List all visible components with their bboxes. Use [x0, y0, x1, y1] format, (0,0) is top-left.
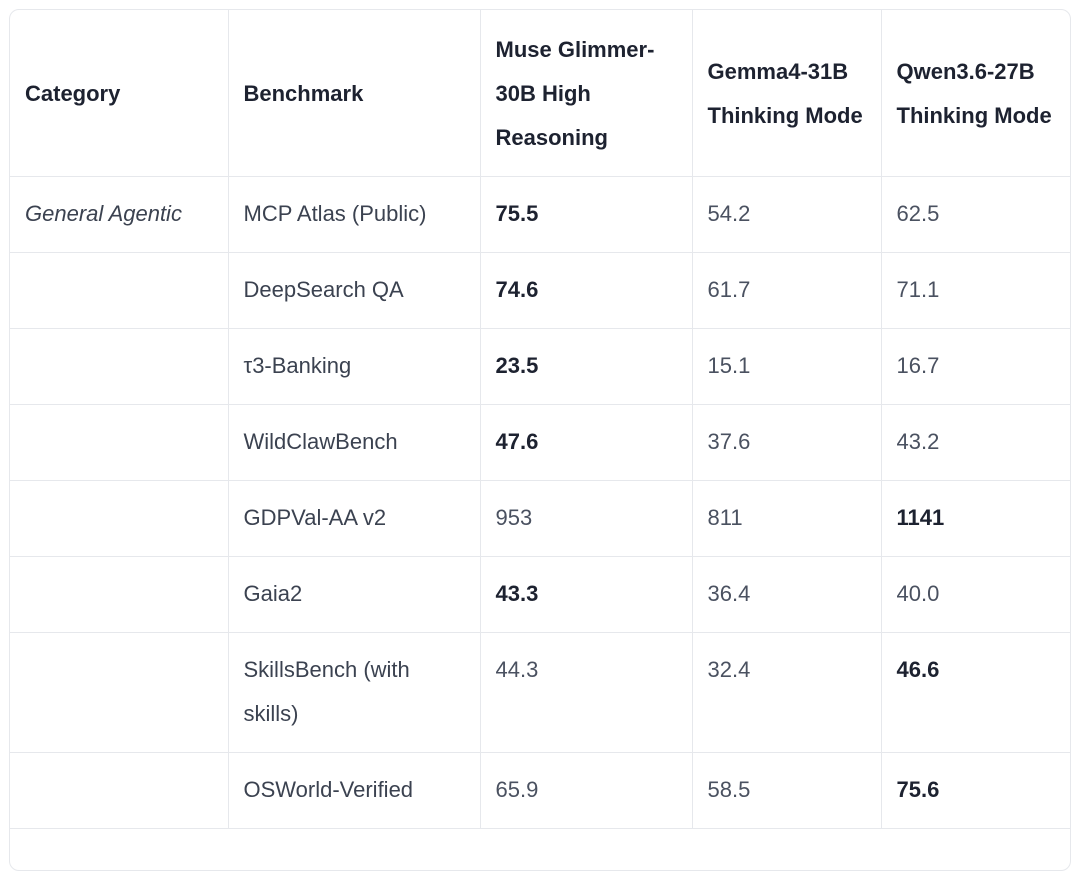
muse-score-cell: 74.6	[480, 252, 693, 329]
gemma-score-cell: 58.5	[692, 752, 882, 829]
category-cell	[10, 752, 229, 829]
muse-score-cell: 47.6	[480, 404, 693, 481]
qwen-score-cell: 46.6	[881, 632, 1070, 753]
header-qwen: Qwen3.6-27B Thinking Mode	[881, 10, 1070, 177]
table-row: SkillsBench (with skills) 44.3 32.4 46.6	[10, 632, 1070, 753]
muse-score-cell: 44.3	[480, 632, 693, 753]
gemma-score-cell: 37.6	[692, 404, 882, 481]
qwen-score-cell: 1141	[881, 480, 1070, 557]
table-row: GDPVal-AA v2 953 811 1141	[10, 480, 1070, 557]
header-category: Category	[10, 10, 229, 177]
header-benchmark: Benchmark	[228, 10, 481, 177]
gemma-score-cell: 15.1	[692, 328, 882, 405]
table-row: OSWorld-Verified 65.9 58.5 75.6	[10, 752, 1070, 829]
muse-score-cell: 65.9	[480, 752, 693, 829]
gemma-score-cell: 54.2	[692, 176, 882, 253]
benchmark-table: Category Benchmark Muse Glimmer-30B High…	[10, 10, 1070, 829]
benchmark-cell: WildClawBench	[228, 404, 481, 481]
benchmark-table-container: Category Benchmark Muse Glimmer-30B High…	[9, 9, 1071, 871]
qwen-score-cell: 75.6	[881, 752, 1070, 829]
table-row: WildClawBench 47.6 37.6 43.2	[10, 404, 1070, 481]
benchmark-cell: GDPVal-AA v2	[228, 480, 481, 557]
gemma-score-cell: 36.4	[692, 556, 882, 633]
qwen-score-cell: 71.1	[881, 252, 1070, 329]
header-gemma: Gemma4-31B Thinking Mode	[692, 10, 882, 177]
qwen-score-cell: 40.0	[881, 556, 1070, 633]
category-cell	[10, 480, 229, 557]
qwen-score-cell: 62.5	[881, 176, 1070, 253]
gemma-score-cell: 811	[692, 480, 882, 557]
muse-score-cell: 75.5	[480, 176, 693, 253]
gemma-score-cell: 61.7	[692, 252, 882, 329]
benchmark-cell: Gaia2	[228, 556, 481, 633]
table-header-row: Category Benchmark Muse Glimmer-30B High…	[10, 10, 1070, 177]
table-row: DeepSearch QA 74.6 61.7 71.1	[10, 252, 1070, 329]
qwen-score-cell: 16.7	[881, 328, 1070, 405]
muse-score-cell: 43.3	[480, 556, 693, 633]
benchmark-cell: OSWorld-Verified	[228, 752, 481, 829]
category-cell	[10, 632, 229, 753]
category-cell: General Agentic	[10, 176, 229, 253]
header-muse-glimmer: Muse Glimmer-30B High Reasoning	[480, 10, 693, 177]
benchmark-cell: SkillsBench (with skills)	[228, 632, 481, 753]
muse-score-cell: 23.5	[480, 328, 693, 405]
category-cell	[10, 556, 229, 633]
table-row: Gaia2 43.3 36.4 40.0	[10, 556, 1070, 633]
muse-score-cell: 953	[480, 480, 693, 557]
category-cell	[10, 328, 229, 405]
gemma-score-cell: 32.4	[692, 632, 882, 753]
table-row: τ3-Banking 23.5 15.1 16.7	[10, 328, 1070, 405]
table-row: General Agentic MCP Atlas (Public) 75.5 …	[10, 176, 1070, 253]
qwen-score-cell: 43.2	[881, 404, 1070, 481]
benchmark-cell: DeepSearch QA	[228, 252, 481, 329]
benchmark-cell: MCP Atlas (Public)	[228, 176, 481, 253]
category-cell	[10, 252, 229, 329]
benchmark-cell: τ3-Banking	[228, 328, 481, 405]
category-cell	[10, 404, 229, 481]
